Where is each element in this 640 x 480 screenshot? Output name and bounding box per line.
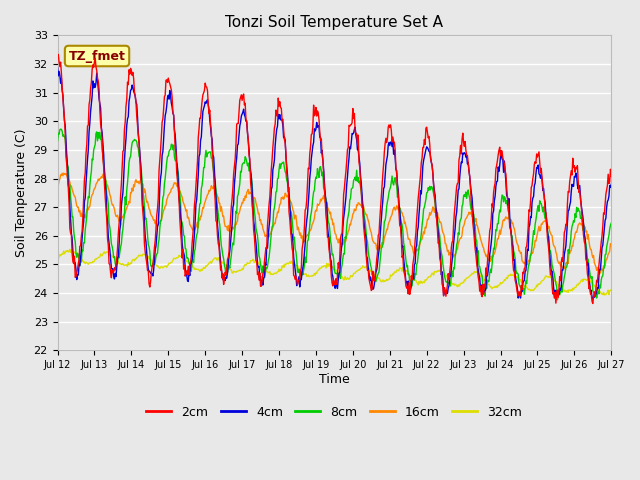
Title: Tonzi Soil Temperature Set A: Tonzi Soil Temperature Set A xyxy=(225,15,444,30)
X-axis label: Time: Time xyxy=(319,373,350,386)
Legend: 2cm, 4cm, 8cm, 16cm, 32cm: 2cm, 4cm, 8cm, 16cm, 32cm xyxy=(141,401,527,424)
Text: TZ_fmet: TZ_fmet xyxy=(68,49,125,62)
Y-axis label: Soil Temperature (C): Soil Temperature (C) xyxy=(15,129,28,257)
